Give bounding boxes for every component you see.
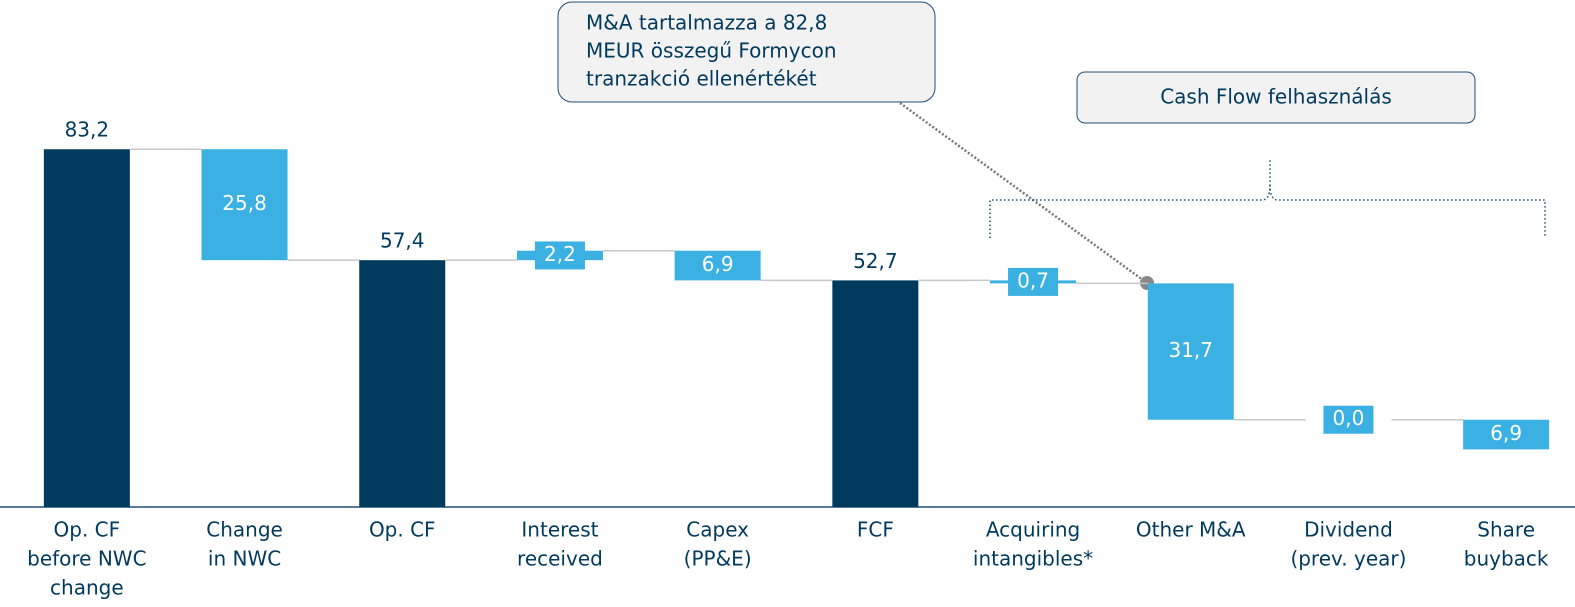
- group-label-box: [1076, 71, 1476, 124]
- x-tick-label: intangibles*: [973, 547, 1093, 571]
- value-label: 6,9: [702, 252, 734, 276]
- value-label: 2,2: [544, 242, 576, 266]
- callout-text: MEUR összegű Formycon: [586, 39, 837, 63]
- x-tick-label: (prev. year): [1290, 547, 1406, 571]
- value-label: 52,7: [853, 249, 898, 273]
- x-tick-label: (PP&E): [684, 547, 752, 571]
- value-label-box: [534, 241, 585, 270]
- bar: [43, 149, 130, 508]
- x-tick-label: received: [517, 547, 603, 571]
- x-tick-label: Interest: [521, 518, 598, 542]
- x-tick-label: FCF: [857, 518, 894, 542]
- x-tick-label: in NWC: [208, 547, 281, 571]
- x-tick-label: Op. CF: [54, 518, 121, 542]
- value-label: 0,7: [1017, 268, 1049, 292]
- group-label: Cash Flow felhasználás: [1160, 85, 1392, 109]
- x-tick-label: Other M&A: [1136, 518, 1246, 542]
- value-label: 31,7: [1168, 338, 1213, 362]
- annotations: M&A tartalmazza a 82,8 MEUR összegű Form…: [586, 11, 1392, 109]
- callout-pointer: [899, 101, 1148, 285]
- bar: [359, 260, 446, 507]
- value-label: 57,4: [380, 229, 425, 253]
- x-tick-label: Capex: [686, 518, 749, 542]
- value-label: 6,9: [1490, 421, 1522, 445]
- value-label-box: [692, 251, 743, 280]
- callout-text: M&A tartalmazza a 82,8: [586, 11, 827, 35]
- bar: [832, 280, 919, 507]
- group-bracket: [989, 160, 1546, 238]
- x-tick-label: buyback: [1464, 547, 1549, 571]
- value-label: 0,0: [1333, 406, 1365, 430]
- value-label-box: [1008, 267, 1059, 296]
- value-label: 25,8: [222, 191, 267, 215]
- value-label-box: [1481, 420, 1532, 449]
- callout-text: tranzakció ellenértékét: [586, 67, 817, 91]
- bar: [1147, 283, 1234, 420]
- value-label: 83,2: [65, 118, 110, 142]
- x-tick-label: Share: [1477, 518, 1535, 542]
- x-tick-label: Change: [206, 518, 283, 542]
- bar: [201, 149, 288, 261]
- x-tick-label: Op. CF: [369, 518, 436, 542]
- callout-box: [557, 1, 936, 103]
- x-tick-label: Dividend: [1304, 518, 1393, 542]
- x-tick-label: before NWC: [27, 547, 146, 571]
- x-tick-label: Acquiring: [986, 518, 1080, 542]
- x-tick-label: change: [50, 576, 124, 600]
- value-label-box: [1323, 405, 1374, 434]
